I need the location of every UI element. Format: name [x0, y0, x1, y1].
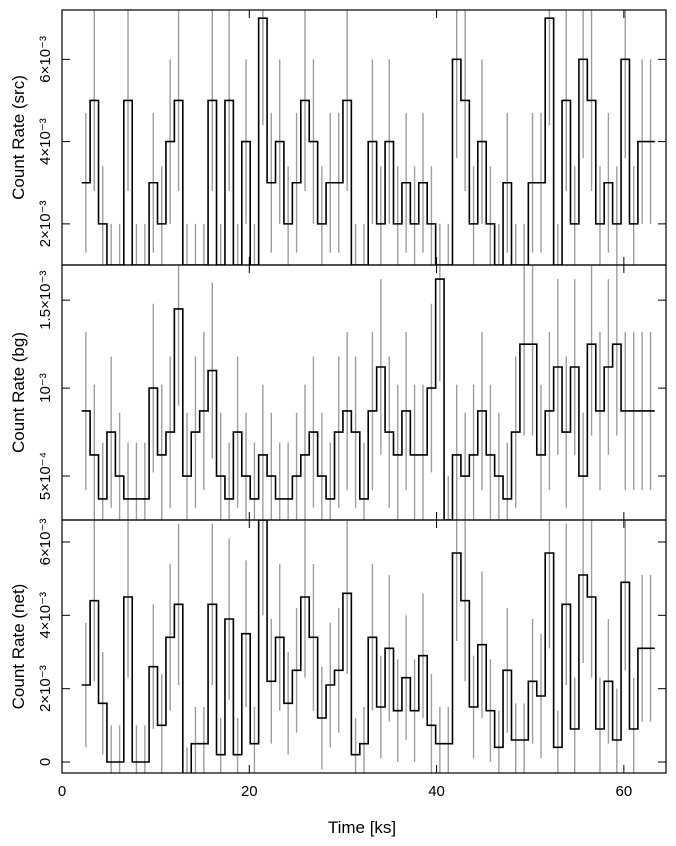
x-tick-label-3: 60	[616, 783, 633, 800]
y-tick-label-bg-2: 1.5×10⁻³	[37, 271, 54, 330]
y-tick-label-net-1: 2×10⁻³	[37, 665, 54, 712]
panel-bg: 5×10⁻⁴ 10⁻³ 1.5×10⁻³ Count Rate (bg)	[9, 264, 667, 521]
y-tick-label-net-2: 4×10⁻³	[37, 592, 54, 639]
y-axis-label-src: Count Rate (src)	[9, 75, 28, 200]
step-line-bg	[81, 278, 655, 520]
y-tick-label-net-3: 6×10⁻³	[37, 519, 54, 566]
x-tick-label-0: 0	[58, 783, 66, 800]
y-tick-label-net-0: 0	[37, 758, 54, 766]
x-tick-label-2: 40	[428, 783, 445, 800]
y-axis-label-bg: Count Rate (bg)	[9, 332, 28, 453]
x-axis-label: Time [ks]	[328, 818, 396, 837]
panel-src: 2×10⁻³ 4×10⁻³ 6×10⁻³ Count Rate (src)	[9, 9, 667, 266]
plot-frame-net	[61, 519, 667, 774]
y-axis-label-net: Count Rate (net)	[9, 584, 28, 710]
step-line-net	[81, 520, 655, 773]
y-tick-label-bg-1: 10⁻³	[37, 373, 54, 403]
y-tick-label-src-2: 6×10⁻³	[37, 36, 54, 83]
step-line-src	[81, 17, 655, 265]
y-tick-label-src-0: 2×10⁻³	[37, 201, 54, 248]
panel-net: 0 2×10⁻³ 4×10⁻³ 6×10⁻³ Count Rate (net)	[9, 519, 667, 774]
y-tick-label-src-1: 4×10⁻³	[37, 118, 54, 165]
x-tick-label-1: 20	[241, 783, 258, 800]
y-tick-label-bg-0: 5×10⁻⁴	[37, 452, 54, 500]
